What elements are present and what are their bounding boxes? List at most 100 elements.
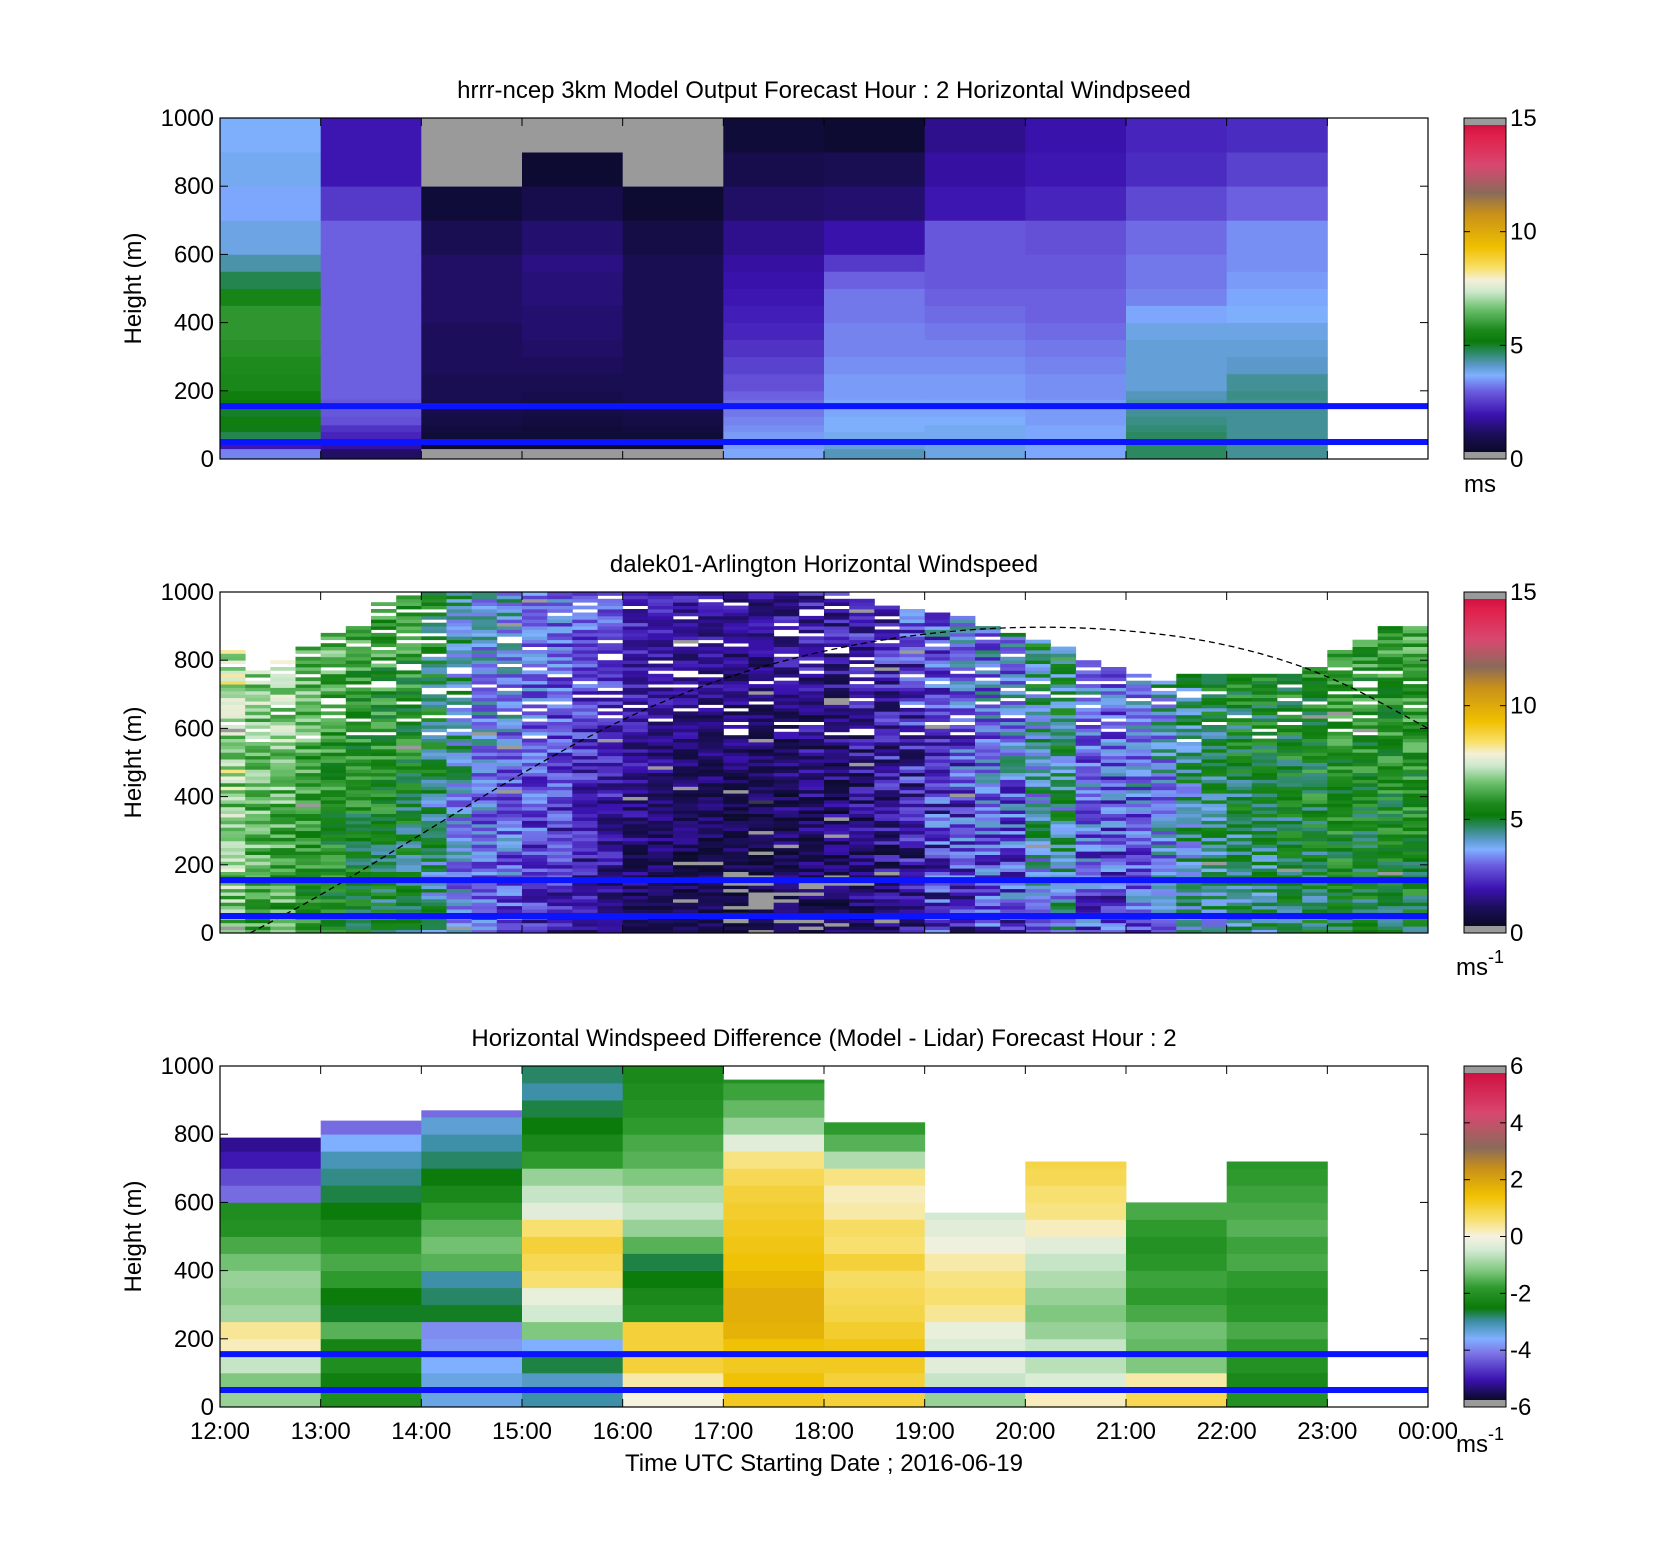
heatmap-cell	[924, 714, 951, 719]
heatmap-cell	[1100, 919, 1127, 924]
heatmap-cell	[824, 186, 926, 221]
heatmap-cell	[1402, 721, 1428, 726]
heatmap-cell	[220, 929, 246, 933]
heatmap-cell	[622, 742, 649, 746]
heatmap-cell	[471, 861, 498, 866]
heatmap-cell	[647, 817, 674, 821]
heatmap-cell	[471, 813, 498, 818]
heatmap-cell	[723, 646, 749, 651]
heatmap-cell	[773, 684, 800, 688]
heatmap-cell	[723, 373, 825, 392]
heatmap-cell	[949, 929, 976, 933]
heatmap-cell	[220, 728, 246, 733]
heatmap-cell	[547, 786, 573, 791]
heatmap-cell	[849, 622, 875, 627]
heatmap-cell	[748, 670, 775, 675]
heatmap-cell	[849, 854, 875, 859]
heatmap-cell	[975, 684, 1001, 688]
heatmap-cell	[1277, 854, 1303, 859]
heatmap-cell	[874, 670, 900, 675]
heatmap-cell	[824, 810, 850, 814]
heatmap-cell	[1251, 868, 1278, 872]
heatmap-cell	[622, 670, 649, 675]
heatmap-cell	[1100, 762, 1127, 767]
heatmap-cell	[949, 667, 976, 671]
heatmap-cell	[396, 830, 422, 835]
heatmap-cell	[1352, 765, 1379, 770]
heatmap-cell	[874, 632, 900, 637]
heatmap-cell	[1327, 813, 1353, 818]
heatmap-cell	[245, 830, 271, 835]
heatmap-cell	[1377, 755, 1404, 760]
heatmap-cell	[723, 356, 825, 375]
heatmap-cell	[1352, 851, 1379, 855]
heatmap-cell	[421, 922, 447, 927]
heatmap-cell	[396, 748, 422, 753]
heatmap-cell	[1327, 680, 1353, 685]
heatmap-cell	[1402, 789, 1428, 794]
heatmap-cell	[647, 830, 674, 835]
heatmap-cell	[421, 800, 447, 804]
heatmap-cell	[522, 407, 624, 417]
heatmap-cell	[622, 926, 649, 930]
heatmap-cell	[547, 605, 573, 610]
heatmap-cell	[899, 639, 926, 644]
heatmap-cell	[1352, 820, 1379, 825]
heatmap-cell	[1277, 680, 1303, 685]
heatmap-cell	[220, 895, 246, 900]
heatmap-cell	[924, 667, 951, 671]
heatmap-cell	[849, 636, 875, 641]
heatmap-cell	[798, 656, 825, 661]
heatmap-cell	[874, 738, 900, 743]
heatmap-cell	[1251, 806, 1278, 811]
heatmap-cell	[220, 820, 246, 825]
heatmap-cell	[798, 922, 825, 927]
heatmap-cell	[798, 667, 825, 671]
heatmap-cell	[1352, 783, 1379, 787]
heatmap-cell	[572, 919, 598, 924]
heatmap-cell	[949, 711, 976, 716]
heatmap-cell	[446, 844, 473, 849]
heatmap-cell	[345, 650, 372, 654]
heatmap-cell	[1151, 765, 1177, 770]
heatmap-cell	[647, 725, 674, 729]
heatmap-cell	[924, 718, 951, 722]
heatmap-cell	[1277, 704, 1303, 709]
heatmap-cell	[597, 789, 624, 794]
heatmap-cell	[874, 629, 900, 634]
heatmap-cell	[1100, 793, 1127, 797]
heatmap-cell	[647, 742, 674, 746]
heatmap-cell	[1075, 687, 1102, 692]
heatmap-cell	[924, 448, 1026, 459]
heatmap-cell	[1226, 748, 1253, 753]
heatmap-cell	[798, 765, 825, 770]
heatmap-cell	[295, 827, 322, 832]
heatmap-cell	[1025, 796, 1051, 801]
heatmap-cell	[220, 1253, 322, 1271]
heatmap-cell	[1377, 742, 1404, 746]
y-tick-label: 800	[174, 173, 214, 200]
heatmap-cell	[1126, 919, 1152, 924]
heatmap-cell	[975, 772, 1001, 777]
heatmap-cell	[396, 919, 422, 924]
heatmap-cell	[1402, 772, 1428, 777]
heatmap-cell	[1176, 881, 1202, 886]
heatmap-cell	[1050, 673, 1077, 678]
heatmap-cell	[723, 871, 749, 876]
heatmap-cell	[471, 602, 498, 606]
heatmap-cell	[849, 612, 875, 617]
heatmap-cell	[345, 725, 372, 729]
heatmap-cell	[824, 673, 850, 678]
heatmap-cell	[1201, 769, 1228, 774]
heatmap-cell	[622, 373, 724, 392]
heatmap-cell	[1277, 783, 1303, 787]
heatmap-cell	[597, 605, 624, 610]
heatmap-cell	[1151, 851, 1177, 855]
heatmap-cell	[975, 646, 1001, 651]
heatmap-cell	[824, 738, 850, 743]
heatmap-cell	[824, 305, 926, 323]
heatmap-cell	[1075, 885, 1102, 890]
heatmap-cell	[975, 919, 1001, 924]
heatmap-cell	[547, 694, 573, 699]
heatmap-cell	[622, 615, 649, 620]
